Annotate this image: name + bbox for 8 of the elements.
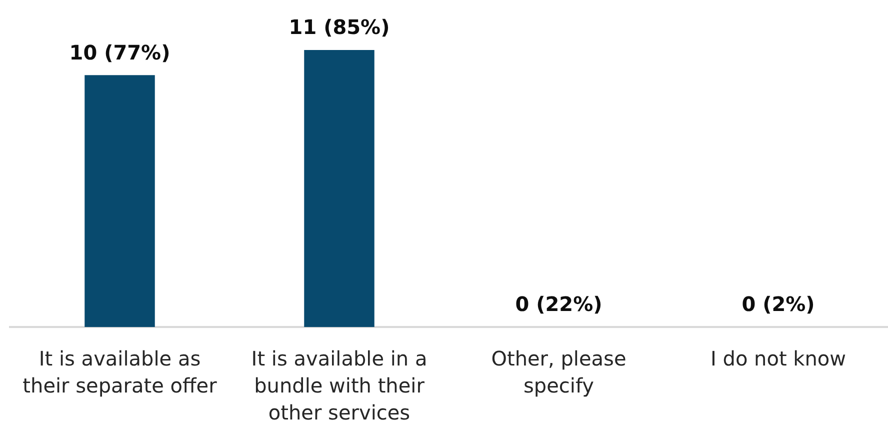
data-label: 11 (85%) xyxy=(288,15,390,40)
x-tick-label: I do not know xyxy=(710,346,846,371)
data-label: 0 (22%) xyxy=(515,292,602,316)
x-tick-label: Other, please specify xyxy=(491,346,626,398)
data-label: 0 (2%) xyxy=(742,292,815,316)
x-tick-label: It is available in a bundle with their other services xyxy=(251,346,428,425)
x-tick-label: It is available as their separate offer xyxy=(22,346,218,398)
data-label: 10 (77%) xyxy=(69,40,170,64)
